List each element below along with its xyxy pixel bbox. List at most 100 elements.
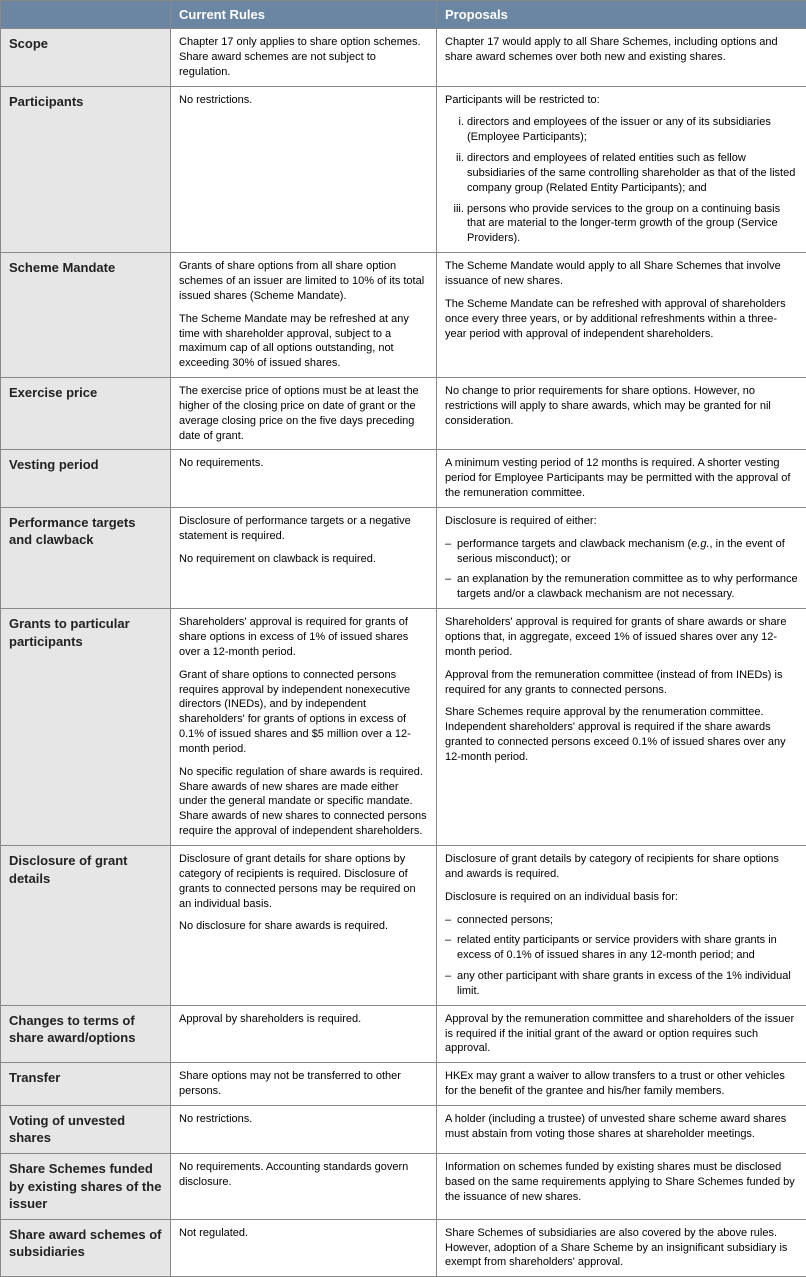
cell-proposals: Disclosure is required of either: perform…	[437, 507, 806, 608]
cell-proposals: Disclosure of grant details by category …	[437, 845, 806, 1005]
list-item: any other participant with share grants …	[445, 969, 798, 999]
paragraph: No restrictions.	[179, 1112, 428, 1127]
paragraph: Not regulated.	[179, 1226, 428, 1241]
cell-current: Approval by shareholders is required.	[171, 1005, 437, 1063]
cell-current: Chapter 17 only applies to share option …	[171, 29, 437, 87]
paragraph: Information on schemes funded by existin…	[445, 1160, 798, 1205]
table-row: Vesting period No requirements. A minimum …	[1, 450, 806, 508]
row-label: Grants to particular participants	[1, 609, 171, 846]
cell-current: No restrictions.	[171, 86, 437, 253]
cell-proposals: Chapter 17 would apply to all Share Sche…	[437, 29, 806, 87]
cell-current: The exercise price of options must be at…	[171, 378, 437, 450]
cell-current: Not regulated.	[171, 1219, 437, 1277]
paragraph: Approval from the remuneration committee…	[445, 668, 798, 698]
table-row: Grants to particular participantsShareho…	[1, 609, 806, 846]
cell-current: Disclosure of grant details for share op…	[171, 845, 437, 1005]
cell-proposals: Shareholders' approval is required for g…	[437, 609, 806, 846]
cell-current: No requirements.	[171, 450, 437, 508]
paragraph: No disclosure for share awards is requir…	[179, 919, 428, 934]
cell-current: Share options may not be transferred to …	[171, 1063, 437, 1106]
row-label: Share award schemes of subsidiaries	[1, 1219, 171, 1277]
cell-proposals: The Scheme Mandate would apply to all Sh…	[437, 253, 806, 378]
cell-proposals: Approval by the remuneration committee a…	[437, 1005, 806, 1063]
paragraph: Share Schemes require approval by the re…	[445, 705, 798, 764]
cell-proposals: No change to prior requirements for shar…	[437, 378, 806, 450]
header-current-rules: Current Rules	[171, 1, 437, 29]
row-label: Vesting period	[1, 450, 171, 508]
list-item: directors and employees of related entit…	[467, 151, 798, 196]
cell-proposals: Participants will be restricted to: direc…	[437, 86, 806, 253]
row-label: Transfer	[1, 1063, 171, 1106]
cell-current: No requirements. Accounting standards go…	[171, 1154, 437, 1220]
row-label: Performance targets and clawback	[1, 507, 171, 608]
list-item: directors and employees of the issuer or…	[467, 115, 798, 145]
paragraph: No requirements. Accounting standards go…	[179, 1160, 428, 1190]
cell-proposals: Share Schemes of subsidiaries are also c…	[437, 1219, 806, 1277]
row-label: Disclosure of grant details	[1, 845, 171, 1005]
paragraph: Approval by the remuneration committee a…	[445, 1012, 798, 1057]
paragraph: The exercise price of options must be at…	[179, 384, 428, 443]
paragraph: Participants will be restricted to:	[445, 93, 798, 108]
paragraph: A holder (including a trustee) of unvest…	[445, 1112, 798, 1142]
header-proposals: Proposals	[437, 1, 806, 29]
row-label: Changes to terms of share award/options	[1, 1005, 171, 1063]
cell-proposals: Information on schemes funded by existin…	[437, 1154, 806, 1220]
dash-list: performance targets and clawback mechani…	[445, 537, 798, 602]
table-row: Performance targets and clawback Disclosu…	[1, 507, 806, 608]
paragraph: No restrictions.	[179, 93, 428, 108]
row-label: Exercise price	[1, 378, 171, 450]
paragraph: Grant of share options to connected pers…	[179, 668, 428, 757]
table-row: Transfer Share options may not be transfe…	[1, 1063, 806, 1106]
cell-proposals: HKEx may grant a waiver to allow transfe…	[437, 1063, 806, 1106]
paragraph: Grants of share options from all share o…	[179, 259, 428, 304]
row-label: Scheme Mandate	[1, 253, 171, 378]
table-row: Share Schemes funded by existing shares …	[1, 1154, 806, 1220]
list-item: related entity participants or service p…	[445, 933, 798, 963]
paragraph: Share options may not be transferred to …	[179, 1069, 428, 1099]
paragraph: Disclosure is required of either:	[445, 514, 798, 529]
cell-proposals: A holder (including a trustee) of unvest…	[437, 1105, 806, 1153]
paragraph: No specific regulation of share awards i…	[179, 765, 428, 839]
cell-current: Shareholders' approval is required for g…	[171, 609, 437, 846]
comparison-table: Current Rules Proposals ScopeChapter 17 …	[0, 0, 806, 1277]
paragraph: A minimum vesting period of 12 months is…	[445, 456, 798, 501]
table-row: Voting of unvested shares No restrictions…	[1, 1105, 806, 1153]
row-label: Participants	[1, 86, 171, 253]
paragraph: HKEx may grant a waiver to allow transfe…	[445, 1069, 798, 1099]
cell-current: No restrictions.	[171, 1105, 437, 1153]
paragraph: Disclosure of grant details by category …	[445, 852, 798, 882]
table-row: Share award schemes of subsidiaries Not r…	[1, 1219, 806, 1277]
paragraph: The Scheme Mandate can be refreshed with…	[445, 297, 798, 342]
list-item: persons who provide services to the grou…	[467, 202, 798, 247]
row-label: Share Schemes funded by existing shares …	[1, 1154, 171, 1220]
paragraph: No change to prior requirements for shar…	[445, 384, 798, 429]
paragraph: Disclosure of performance targets or a n…	[179, 514, 428, 544]
ordered-list: directors and employees of the issuer or…	[445, 115, 798, 246]
row-label: Voting of unvested shares	[1, 1105, 171, 1153]
cell-proposals: A minimum vesting period of 12 months is…	[437, 450, 806, 508]
row-label: Scope	[1, 29, 171, 87]
table-row: Participants No restrictions. Participants…	[1, 86, 806, 253]
paragraph: Share Schemes of subsidiaries are also c…	[445, 1226, 798, 1271]
list-item: performance targets and clawback mechani…	[445, 537, 798, 567]
cell-current: Grants of share options from all share o…	[171, 253, 437, 378]
header-row: Current Rules Proposals	[1, 1, 806, 29]
paragraph: No requirement on clawback is required.	[179, 552, 428, 567]
dash-list: connected persons; related entity partici…	[445, 913, 798, 999]
header-blank	[1, 1, 171, 29]
paragraph: Disclosure is required on an individual …	[445, 890, 798, 905]
paragraph: Chapter 17 would apply to all Share Sche…	[445, 35, 798, 65]
paragraph: No requirements.	[179, 456, 428, 471]
paragraph: Disclosure of grant details for share op…	[179, 852, 428, 911]
list-item: connected persons;	[445, 913, 798, 928]
table-row: ScopeChapter 17 only applies to share op…	[1, 29, 806, 87]
table-row: Disclosure of grant detailsDisclosure of…	[1, 845, 806, 1005]
table-row: Exercise priceThe exercise price of opti…	[1, 378, 806, 450]
paragraph: The Scheme Mandate may be refreshed at a…	[179, 312, 428, 371]
paragraph: Chapter 17 only applies to share option …	[179, 35, 428, 80]
paragraph: Shareholders' approval is required for g…	[445, 615, 798, 660]
list-item: an explanation by the remuneration commi…	[445, 572, 798, 602]
table-row: Scheme MandateGrants of share options fr…	[1, 253, 806, 378]
paragraph: The Scheme Mandate would apply to all Sh…	[445, 259, 798, 289]
paragraph: Shareholders' approval is required for g…	[179, 615, 428, 660]
